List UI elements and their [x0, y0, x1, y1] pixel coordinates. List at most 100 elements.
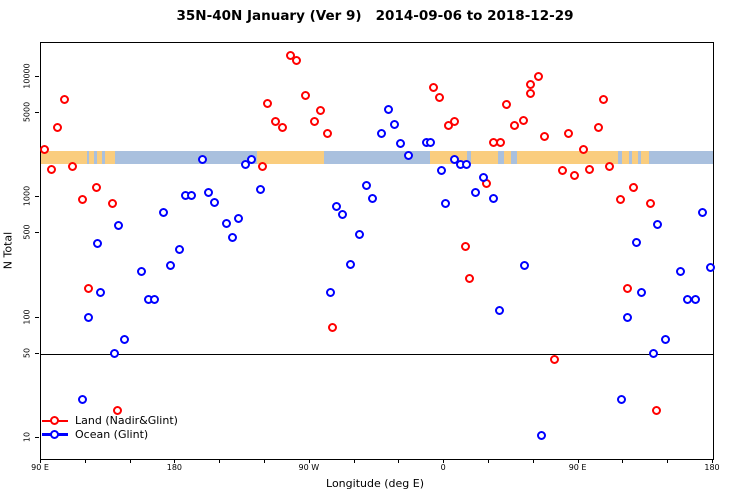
data-point-ocean	[690, 295, 700, 305]
data-point-ocean	[209, 198, 219, 208]
x-tick-label: 180	[704, 463, 720, 472]
data-point-land	[465, 274, 475, 284]
map-band	[41, 151, 713, 165]
land-segment	[88, 151, 94, 165]
data-point-ocean	[520, 261, 530, 271]
data-point-ocean	[120, 334, 130, 344]
legend-item-land: Land (Nadir&Glint)	[42, 414, 178, 428]
land-segment	[97, 151, 103, 165]
y-tick	[35, 196, 39, 198]
data-point-land	[539, 131, 549, 141]
data-point-land	[623, 283, 633, 293]
data-point-land	[550, 354, 560, 364]
data-point-ocean	[660, 334, 670, 344]
data-point-land	[599, 94, 609, 104]
data-point-land	[78, 195, 88, 205]
data-point-land	[593, 122, 603, 132]
data-point-land	[435, 93, 445, 103]
y-tick	[35, 352, 39, 354]
data-point-ocean	[136, 267, 146, 277]
data-point-ocean	[149, 295, 159, 305]
land-segment	[621, 151, 629, 165]
data-point-ocean	[648, 349, 658, 359]
data-point-land	[46, 164, 56, 174]
data-point-ocean	[241, 160, 251, 170]
data-point-land	[651, 405, 661, 415]
data-point-ocean	[471, 187, 481, 197]
x-tick	[532, 459, 534, 463]
data-point-ocean	[384, 105, 394, 115]
data-point-land	[278, 122, 288, 132]
legend-label-land: Land (Nadir&Glint)	[75, 414, 178, 428]
data-point-land	[291, 56, 301, 66]
data-point-ocean	[109, 349, 119, 359]
data-point-land	[563, 128, 573, 138]
data-point-ocean	[403, 151, 413, 161]
data-point-ocean	[96, 288, 106, 298]
x-tick-label: 90 E	[31, 463, 49, 472]
data-point-land	[39, 144, 49, 154]
x-tick	[398, 459, 400, 463]
data-point-land	[645, 199, 655, 209]
data-point-ocean	[203, 187, 213, 197]
data-point-ocean	[256, 185, 266, 195]
x-tick	[40, 459, 41, 463]
data-point-land	[309, 117, 319, 127]
data-point-ocean	[478, 173, 488, 183]
data-point-ocean	[332, 201, 342, 211]
y-tick-label: 50	[22, 347, 32, 358]
data-point-ocean	[705, 263, 715, 273]
y-tick-label: 1000	[22, 185, 32, 207]
data-point-land	[444, 121, 454, 131]
data-point-land	[578, 144, 588, 154]
data-point-ocean	[536, 431, 546, 441]
y-tick-label: 100	[22, 308, 32, 325]
chart-title: 35N-40N January (Ver 9) 2014-09-06 to 20…	[176, 8, 574, 24]
y-tick	[35, 75, 39, 77]
data-point-ocean	[233, 214, 243, 224]
data-point-land	[518, 116, 528, 126]
data-point-ocean	[390, 120, 400, 130]
data-point-ocean	[221, 219, 231, 229]
data-point-land	[60, 94, 70, 104]
y-axis-title: N Total	[1, 231, 15, 270]
data-point-ocean	[396, 138, 406, 148]
data-point-ocean	[441, 199, 451, 209]
data-point-land	[502, 99, 512, 109]
data-point-land	[526, 89, 536, 99]
data-point-land	[300, 90, 310, 100]
data-point-ocean	[462, 160, 472, 170]
data-point-ocean	[326, 288, 336, 298]
x-tick	[84, 459, 86, 463]
land-segment	[256, 151, 324, 165]
y-tick-label: 500	[22, 224, 32, 240]
data-point-ocean	[675, 267, 685, 277]
data-point-ocean	[354, 229, 364, 239]
land-segment	[41, 151, 87, 165]
y-tick-label: 10000	[22, 62, 32, 89]
data-point-ocean	[338, 210, 348, 220]
data-point-land	[52, 122, 62, 132]
data-point-land	[112, 405, 122, 415]
data-point-land	[557, 166, 567, 176]
land-segment	[632, 151, 639, 165]
y-tick	[35, 437, 39, 439]
x-tick	[308, 459, 310, 463]
plot-area	[39, 42, 715, 460]
x-axis-title: Longitude (deg E)	[326, 477, 424, 490]
data-point-land	[84, 283, 94, 293]
x-tick-label: 90 E	[568, 463, 587, 472]
x-tick-label: 180	[166, 463, 183, 472]
data-point-ocean	[84, 313, 94, 323]
data-point-ocean	[636, 288, 646, 298]
y-tick-label: 5000	[22, 101, 32, 123]
data-point-ocean	[368, 193, 378, 203]
data-point-ocean	[345, 260, 355, 270]
data-point-ocean	[187, 191, 197, 201]
data-point-land	[315, 106, 325, 116]
y-tick	[35, 232, 39, 234]
data-point-ocean	[494, 305, 504, 315]
land-segment	[471, 151, 498, 165]
data-point-land	[285, 50, 295, 60]
